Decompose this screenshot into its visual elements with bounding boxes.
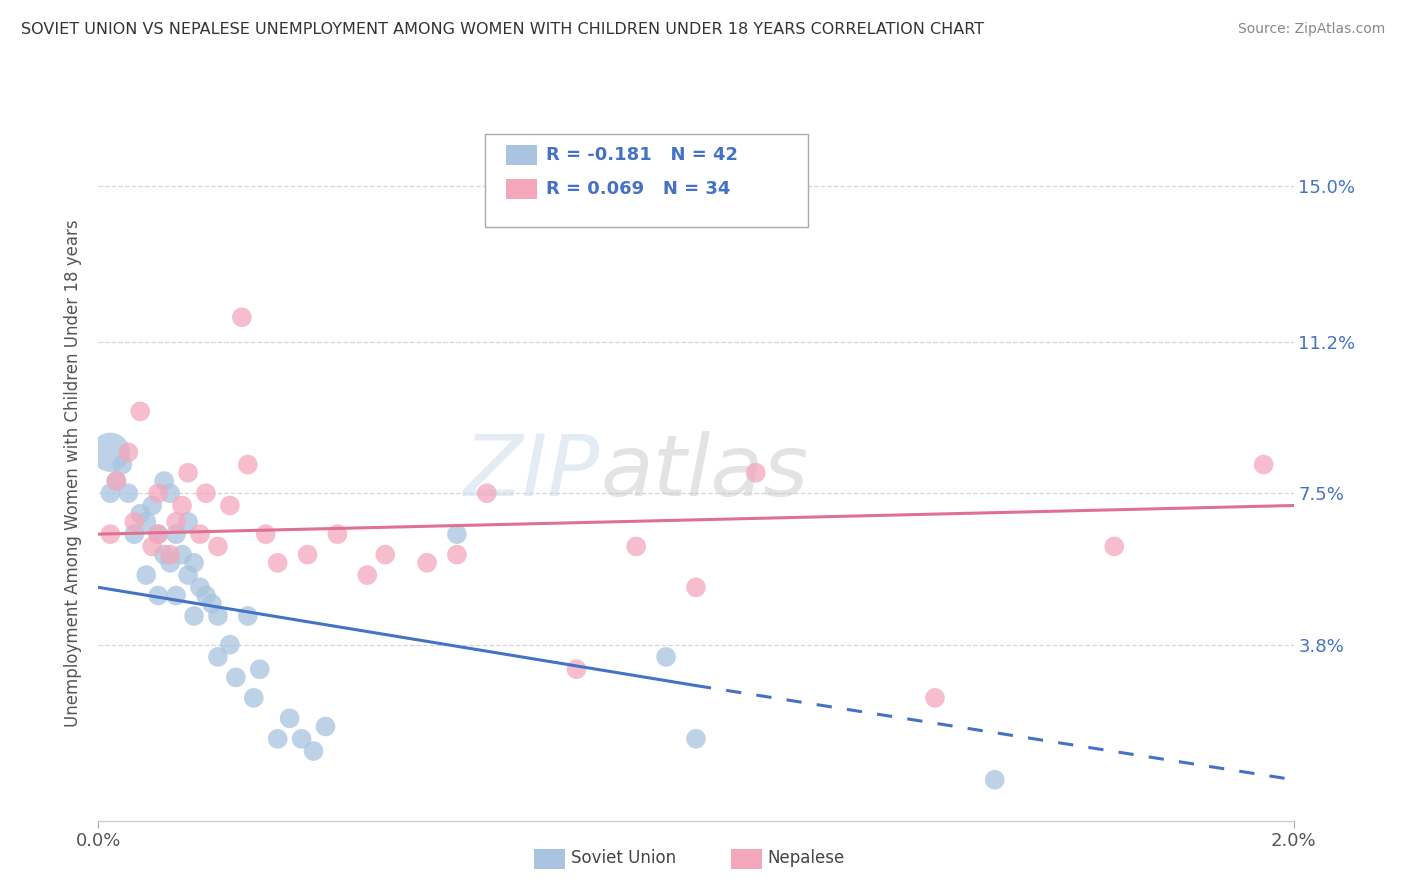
Point [249,662,271,676]
Point [201,597,224,611]
Point [165,589,187,603]
Text: ZIP: ZIP [464,431,600,515]
Point [278,711,301,725]
Point [290,731,312,746]
Y-axis label: Unemployment Among Women with Children Under 18 years: Unemployment Among Women with Children U… [65,219,83,727]
Point [267,556,290,570]
Point [924,690,946,705]
Point [1253,458,1275,472]
Point [148,589,170,603]
Point [302,744,325,758]
Point [141,540,163,554]
Point [124,527,146,541]
Point [159,556,181,570]
Point [745,466,768,480]
Point [148,486,170,500]
Text: atlas: atlas [600,431,808,515]
Point [188,527,211,541]
Point [117,445,139,459]
Point [243,690,266,705]
Point [129,507,152,521]
Point [207,609,229,624]
Point [111,458,134,472]
Point [105,474,128,488]
Point [148,527,170,541]
Point [1102,540,1125,554]
Point [207,649,229,664]
Point [148,527,170,541]
Point [475,486,498,500]
Point [153,548,176,562]
Point [254,527,277,541]
Text: Soviet Union: Soviet Union [571,849,676,867]
Text: R = 0.069   N = 34: R = 0.069 N = 34 [546,180,730,198]
Point [183,556,205,570]
Point [236,609,259,624]
Point [314,719,337,733]
Point [219,499,242,513]
Point [105,474,128,488]
Point [624,540,647,554]
Point [135,568,157,582]
Point [236,458,259,472]
Point [141,499,163,513]
Point [117,486,139,500]
Point [188,580,211,594]
Text: Nepalese: Nepalese [768,849,845,867]
Point [685,731,707,746]
Point [177,568,200,582]
Point [194,589,218,603]
Point [416,556,439,570]
Point [159,486,181,500]
Point [98,486,122,500]
Point [172,499,194,513]
Point [231,310,253,325]
Point [165,527,187,541]
Point [153,474,176,488]
Text: R = -0.181   N = 42: R = -0.181 N = 42 [546,146,738,164]
Point [194,486,218,500]
Point [297,548,319,562]
Point [356,568,378,582]
Point [98,527,122,541]
Point [172,548,194,562]
Point [565,662,588,676]
Text: Source: ZipAtlas.com: Source: ZipAtlas.com [1237,22,1385,37]
Point [98,445,122,459]
Point [183,609,205,624]
Point [124,515,146,529]
Point [267,731,290,746]
Point [225,670,247,684]
Point [159,548,181,562]
Point [129,404,152,418]
Point [177,466,200,480]
Point [685,580,707,594]
Point [135,515,157,529]
Point [655,649,678,664]
Point [177,515,200,529]
Point [983,772,1005,787]
Text: SOVIET UNION VS NEPALESE UNEMPLOYMENT AMONG WOMEN WITH CHILDREN UNDER 18 YEARS C: SOVIET UNION VS NEPALESE UNEMPLOYMENT AM… [21,22,984,37]
Point [374,548,396,562]
Point [446,548,468,562]
Point [446,527,468,541]
Point [165,515,187,529]
Point [326,527,349,541]
Point [207,540,229,554]
Point [219,638,242,652]
